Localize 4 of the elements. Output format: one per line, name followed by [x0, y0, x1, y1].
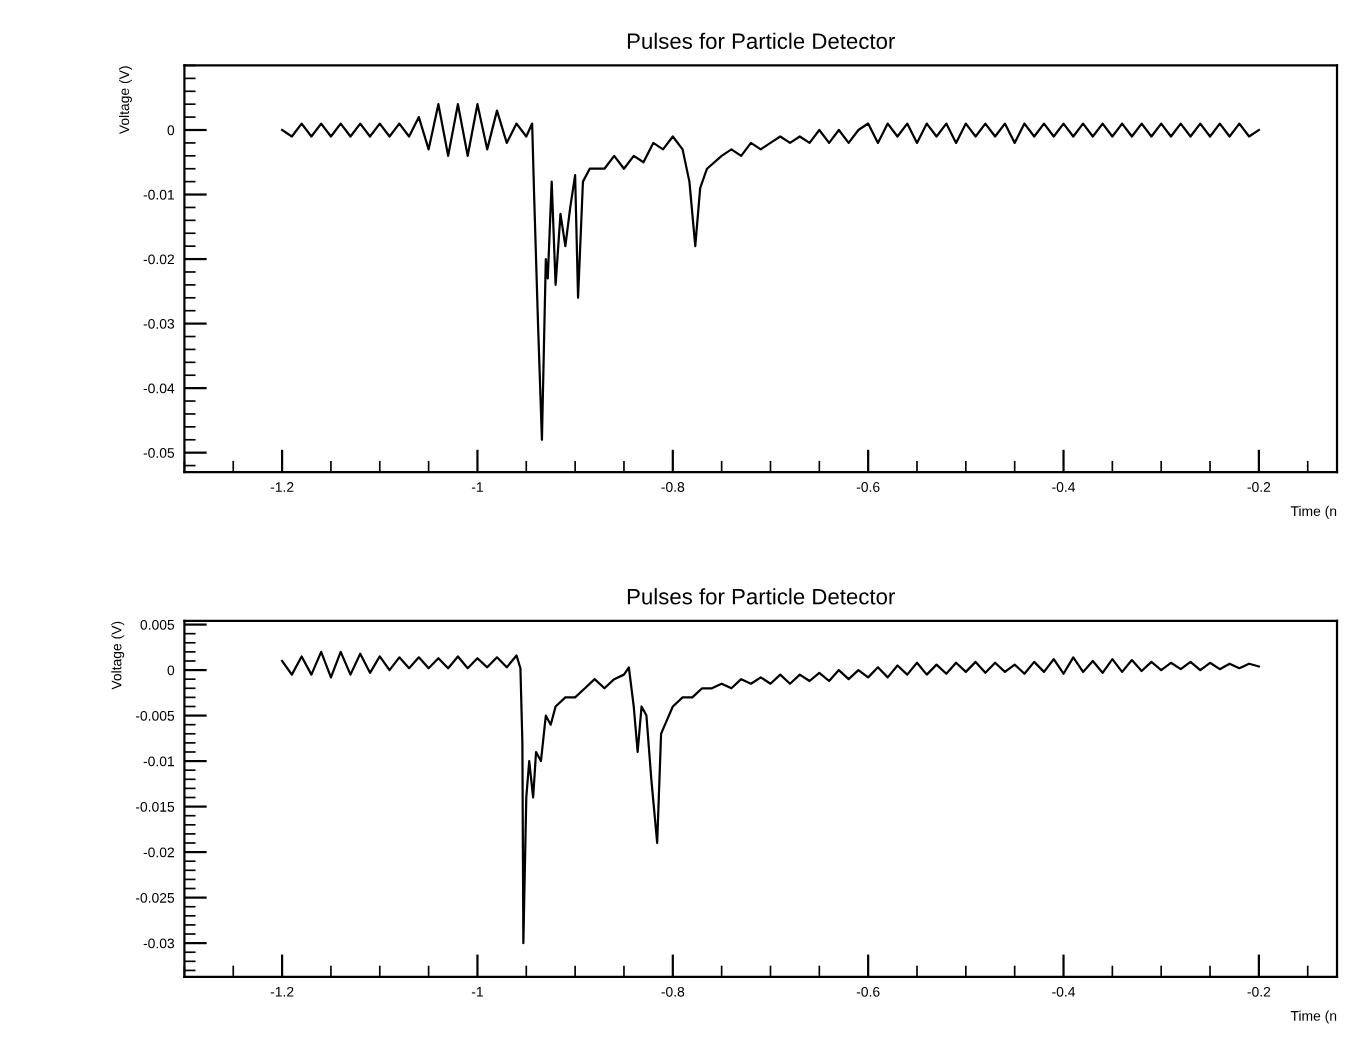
chart-title: Pulses for Particle Detector — [627, 32, 895, 50]
line-series — [280, 103, 1260, 441]
line-series — [280, 650, 1260, 945]
chart-title: Pulses for Particle Detector — [627, 588, 895, 605]
